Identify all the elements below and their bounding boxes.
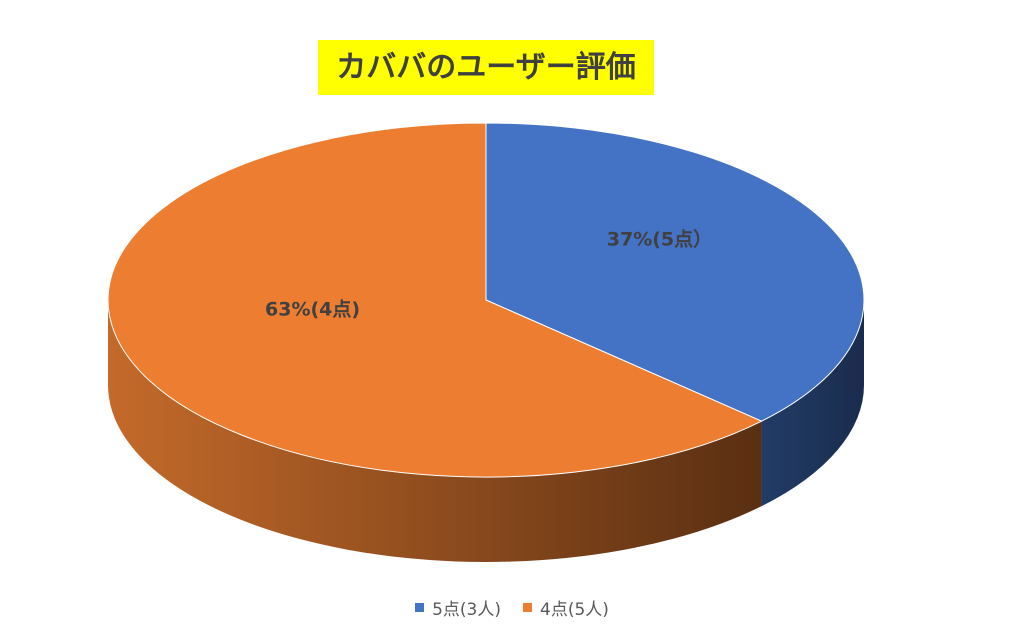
legend-swatch xyxy=(523,603,532,612)
data-label: 63%(4点) xyxy=(265,299,360,321)
legend-label: 5点(3人) xyxy=(432,600,501,620)
slice xyxy=(485,122,865,422)
legend-label: 4点(5人) xyxy=(540,600,609,620)
legend-item: 5点(3人) xyxy=(415,595,501,620)
legend-item: 4点(5人) xyxy=(523,595,609,620)
chart-title: カババのユーザー評価 xyxy=(318,40,654,95)
slice-side xyxy=(761,300,864,507)
legend: 5点(3人) 4点(5人) xyxy=(0,595,1024,620)
slice-side xyxy=(108,300,762,562)
data-label: 37%(5点） xyxy=(607,227,712,250)
slice xyxy=(107,122,763,478)
legend-swatch xyxy=(415,603,425,612)
